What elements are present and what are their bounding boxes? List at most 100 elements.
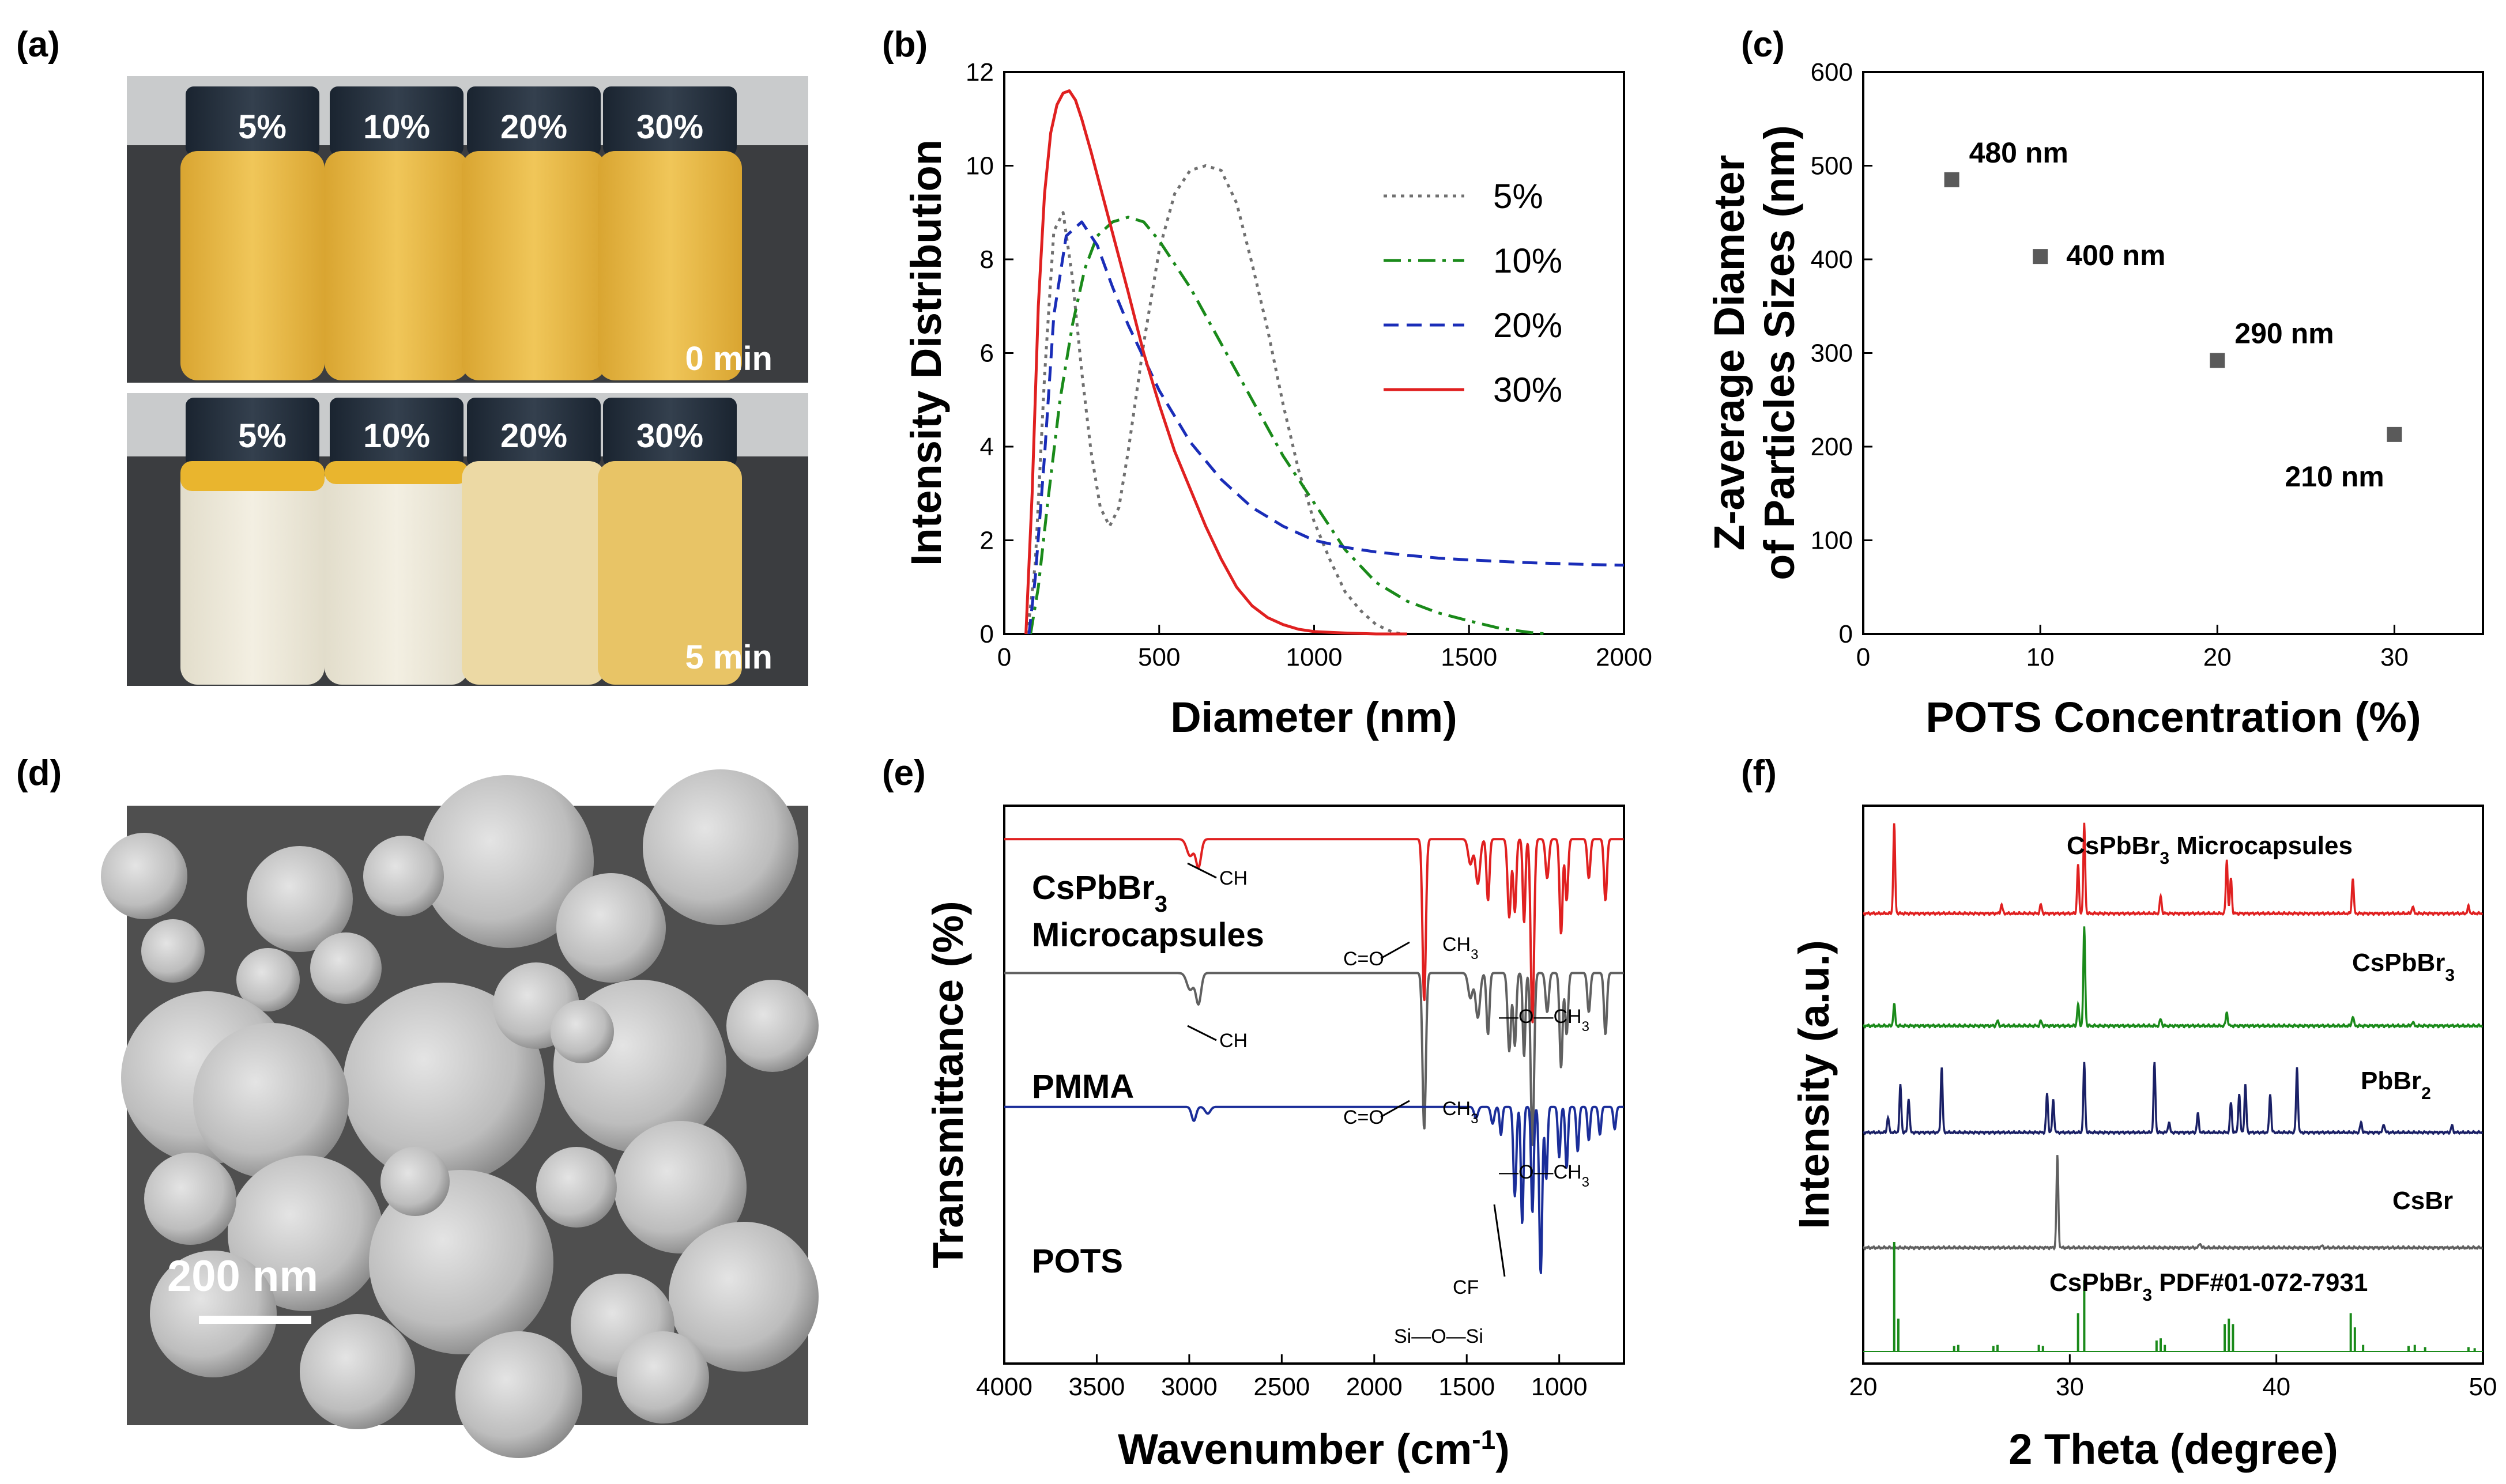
chart-c-ytick-label: 0 — [1839, 620, 1853, 648]
ftir-label-pots: POTS — [1032, 1243, 1123, 1280]
chart-c-xlabel: POTS Concentration (%) — [1925, 693, 2421, 741]
group-co-2: C=O — [1343, 1107, 1384, 1128]
chart-c-points: 480 nm 400 nm 290 nm 210 nm — [1944, 137, 2402, 493]
chart-f-series-4 — [1863, 1155, 2483, 1251]
chart-b-legend: 5% 10% 20% 30% — [1384, 177, 1562, 409]
chart-b-series-3 — [1027, 220, 1625, 635]
xrd-label-csbr: CsBr — [2392, 1187, 2453, 1215]
chart-e-series-2 — [1004, 972, 1625, 1146]
sem-particle — [247, 846, 353, 952]
chart-b-xlabel: Diameter (nm) — [1170, 693, 1457, 741]
chart-b-ytick-label: 4 — [980, 433, 994, 461]
panel-label-a: (a) — [16, 25, 60, 65]
chart-f-series-2 — [1863, 926, 2484, 1029]
chart-c-point-label: 290 nm — [2234, 318, 2334, 350]
ftir-label-pmma: PMMA — [1032, 1068, 1134, 1105]
vial-top-30: 30% — [598, 86, 742, 380]
chart-b-ylabel: Intensity Distribution — [902, 139, 950, 566]
chart-c-ytick-label: 100 — [1811, 527, 1853, 555]
time-label-5min: 5 min — [685, 639, 773, 676]
chart-b-series-2 — [1029, 216, 1547, 636]
chart-c-frame — [1862, 71, 2484, 635]
chart-e-xtick-label: 1000 — [1531, 1373, 1588, 1401]
chart-e-xtick-label: 3000 — [1161, 1373, 1218, 1401]
sem-particle — [617, 1331, 709, 1423]
chart-b-xtick-label: 1500 — [1441, 643, 1497, 671]
chart-e-ticks: 4000 3500 3000 2500 2000 1500 1000 — [976, 1354, 1588, 1401]
chart-c-point-4 — [2387, 426, 2402, 442]
group-ch-1: CH — [1219, 867, 1248, 889]
sem-particle — [421, 775, 594, 948]
chart-c-ytick-label: 200 — [1811, 433, 1853, 461]
group-ch-2: CH — [1219, 1030, 1248, 1052]
chart-b-legend-label: 10% — [1493, 241, 1562, 280]
chart-c-xtick-label: 20 — [2203, 643, 2232, 671]
chart-e-xtick-label: 3500 — [1069, 1373, 1125, 1401]
panel-label-e: (e) — [882, 753, 926, 793]
chart-b-legend-label: 5% — [1493, 177, 1543, 216]
chart-c-point-label: 210 nm — [2285, 460, 2384, 493]
chart-b-ticks: 0 500 1000 1500 2000 0 2 4 6 8 10 12 — [966, 58, 1652, 671]
sem-particle — [556, 873, 666, 983]
vial-photos: 5% 10% 20% 30% 0 min — [127, 76, 808, 686]
vial-top-5: 5% — [180, 86, 325, 380]
chart-f-ticks: 20 30 40 50 — [1849, 1354, 2497, 1401]
xrd-label-cspbbr3: CsPbBr3 — [2352, 949, 2455, 985]
chart-e-xtick-label: 2500 — [1253, 1373, 1310, 1401]
scale-bar-label: 200 nm — [167, 1252, 318, 1301]
sem-particle — [101, 833, 187, 919]
chart-e-series — [1004, 838, 1625, 1274]
chart-c-point-1 — [1944, 172, 1959, 187]
vial-top-10: 10% — [325, 86, 469, 380]
sem-particle — [726, 980, 819, 1072]
vial-bottom-10: 10% — [325, 398, 469, 685]
xrd-label-pdf: CsPbBr3 PDF#01-072-7931 — [2049, 1268, 2368, 1305]
sem-particle — [141, 919, 205, 983]
sem-particle — [669, 1222, 819, 1372]
chart-b-legend-label: 20% — [1493, 306, 1562, 345]
chart-c-ylabel-line1: Z-average Diameter — [1705, 155, 1753, 551]
panel-label-f: (f) — [1741, 753, 1777, 793]
vial-label-top-20: 20% — [500, 108, 567, 146]
scale-bar — [199, 1316, 311, 1324]
chart-b-ytick-label: 2 — [980, 527, 994, 555]
chart-e-frame — [1003, 805, 1625, 1365]
chart-b-series-1 — [1026, 164, 1401, 636]
chart-e-series-1 — [1004, 838, 1625, 1024]
chart-f-series-3 — [1863, 1062, 2483, 1135]
chart-f-xrd: 20 30 40 50 CsPbBr3 Microcapsules CsPbBr3 P… — [1790, 805, 2497, 1473]
chart-c-ytick-label: 500 — [1811, 152, 1853, 180]
chart-f-ylabel: Intensity (a.u.) — [1790, 940, 1838, 1229]
chart-f-series — [1863, 822, 2484, 1352]
vial-bottom-20: 20% — [462, 398, 606, 685]
vial-label-top-10: 10% — [363, 108, 430, 146]
sem-particle — [380, 1147, 450, 1216]
sem-particle — [455, 1331, 582, 1458]
chart-b-series-4 — [1024, 89, 1407, 636]
group-co-1: C=O — [1343, 948, 1384, 970]
panel-label-b: (b) — [882, 25, 928, 65]
chart-e-xtick-label: 2000 — [1346, 1373, 1403, 1401]
sem-particle — [551, 1000, 614, 1063]
chart-f-series-1 — [1863, 822, 2484, 916]
vial-bottom-5: 5% — [180, 398, 325, 685]
panel-label-d: (d) — [16, 753, 62, 793]
sem-particle — [236, 948, 300, 1011]
group-ch3-1: CH3 — [1442, 934, 1478, 962]
chart-b-xtick-label: 500 — [1138, 643, 1180, 671]
chart-b-frame — [1003, 71, 1625, 635]
sem-particle — [363, 836, 444, 916]
sem-image: 200 nm — [101, 769, 819, 1458]
sem-particle — [150, 1251, 277, 1377]
chart-c-ytick-label: 400 — [1811, 246, 1853, 274]
chart-c-xtick-label: 30 — [2380, 643, 2409, 671]
chart-b-ytick-label: 0 — [980, 620, 994, 648]
chart-c-ytick-label: 300 — [1811, 339, 1853, 368]
chart-b-xtick-label: 0 — [997, 643, 1011, 671]
group-cf: CF — [1453, 1277, 1479, 1298]
chart-c-point-2 — [2033, 249, 2048, 265]
ftir-label-microcapsules-line2: Microcapsules — [1032, 916, 1264, 954]
